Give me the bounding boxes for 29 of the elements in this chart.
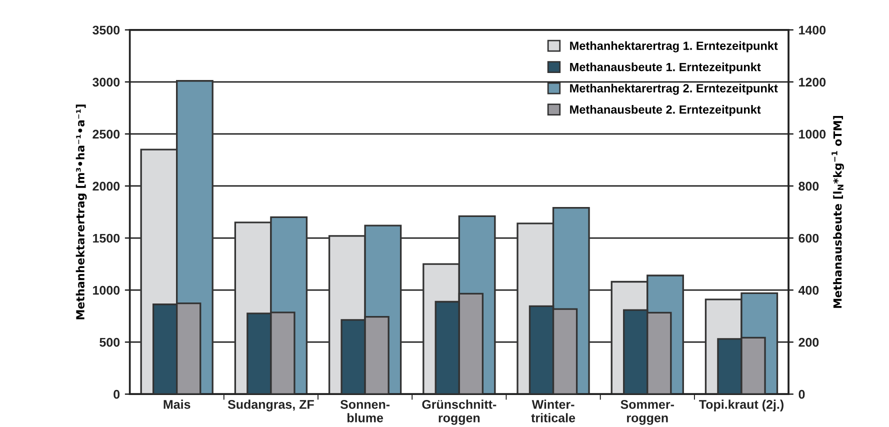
y-tick-label: 500 [100, 338, 120, 347]
x-tick-label: Sudangras, ZF [228, 400, 314, 412]
y2-tick-label: 200 [798, 338, 819, 347]
x-tick-label: Sonnen- blume [340, 400, 390, 422]
y2-tick-label: 400 [798, 286, 819, 295]
legend-label: Methanausbeute 1. Erntezeitpunkt [570, 62, 761, 74]
x-tick-label: Winter- triticale [531, 400, 576, 422]
y2-tick-label: 800 [798, 182, 819, 191]
y2-tick-label: 1400 [799, 26, 826, 35]
y-tick-label: 3000 [92, 78, 120, 87]
x-tick-label: Sommer- roggen [620, 400, 674, 425]
y-tick-label: 2500 [92, 130, 120, 139]
y2-tick-label: 600 [798, 234, 819, 243]
y2-tick-label: 1200 [799, 78, 826, 87]
y-tick-label: 2000 [92, 182, 120, 191]
x-tick-label: Mais [164, 400, 190, 409]
x-tick-label: Grünschnitt- roggen [422, 400, 496, 425]
y-axis-title: Methanhektarertrag [m³•ha⁻¹•a⁻¹] [76, 104, 87, 320]
legend-label: Methanausbeute 2. Erntezeitpunkt [570, 105, 761, 116]
y2-tick-label: 0 [798, 390, 805, 399]
y-tick-label: 1500 [93, 234, 120, 243]
y-tick-label: 1000 [93, 286, 120, 295]
y-tick-label: 3500 [92, 26, 120, 35]
y2-tick-label: 1000 [799, 130, 826, 139]
y2-axis-title: Methanausbeute [l$_{N}$*kg$^{−1}$ oTM] [832, 116, 844, 308]
legend-label: Methanhektarertrag 1. Erntezeitpunkt [570, 41, 778, 52]
legend-label: Methanhektarertrag 2. Erntezeitpunkt [570, 84, 778, 95]
y-tick-label: 0 [114, 390, 120, 399]
x-tick-label: Topi.kraut (2j.) [699, 400, 784, 412]
